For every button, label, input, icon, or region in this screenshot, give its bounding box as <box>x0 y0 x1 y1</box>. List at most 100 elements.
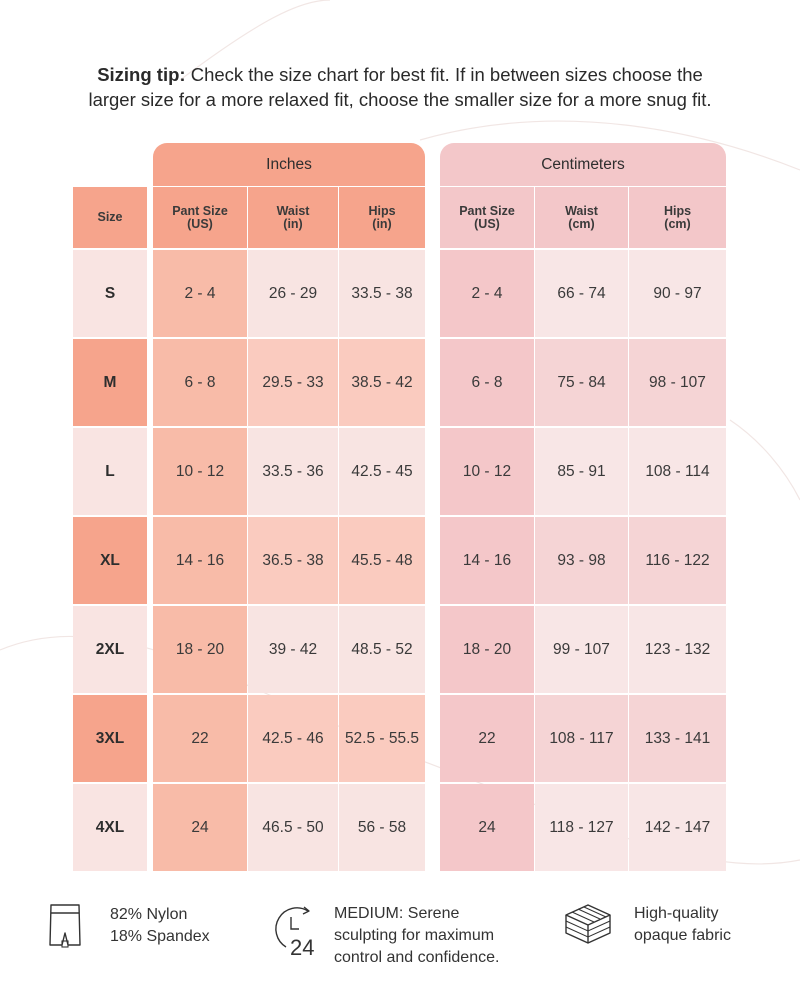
table-cell-value: 85 - 91 <box>557 462 606 480</box>
table-cell-hips-cm: 123 - 132 <box>629 606 726 693</box>
column-header-line2: (in) <box>372 216 392 231</box>
table-cell-value: 14 - 16 <box>175 551 225 569</box>
feature-material-text: 82% Nylon 18% Spandex <box>110 904 210 948</box>
size-cell: 2XL <box>73 606 147 693</box>
table-cell-value: 10 - 12 <box>462 462 512 480</box>
feature-compression-text: MEDIUM: Serene sculpting for maximum con… <box>334 903 499 969</box>
fabric-layers-icon <box>565 904 611 944</box>
table-cell-waist-cm: 66 - 74 <box>535 250 628 337</box>
table-cell-hips-cm: 108 - 114 <box>629 428 726 515</box>
inch-column-header-text: Waist (in) <box>277 204 310 231</box>
table-cell-waist-cm: 108 - 117 <box>535 695 628 782</box>
table-cell-value: 98 - 107 <box>649 373 706 391</box>
table-cell-value: 18 - 20 <box>175 640 225 658</box>
table-cell-value: 22 <box>478 729 496 747</box>
table-cell-waist-in: 26 - 29 <box>248 250 338 337</box>
size-cell: L <box>73 428 147 515</box>
feature-compression: 24 MEDIUM: Serene sculpting for maximum … <box>268 903 499 969</box>
table-cell-value: 26 - 29 <box>268 284 318 302</box>
table-cell-pant-cm: 10 - 12 <box>440 428 534 515</box>
feature-fabric-line1: High-quality <box>634 905 719 922</box>
table-cell-pant-in: 10 - 12 <box>153 428 247 515</box>
table-cell-pant-cm: 2 - 4 <box>440 250 534 337</box>
size-cell: S <box>73 250 147 337</box>
sizing-tip: Sizing tip: Check the size chart for bes… <box>20 62 780 112</box>
table-cell-value: 133 - 141 <box>644 729 711 747</box>
column-header-line2: (cm) <box>664 216 691 231</box>
size-cell-label: 3XL <box>95 729 125 747</box>
column-header-line1: Pant Size <box>459 203 515 218</box>
cm-column-header-text: Pant Size (US) <box>459 203 515 231</box>
centimeters-group-label: Centimeters <box>541 155 625 173</box>
table-cell-value: 6 - 8 <box>184 373 216 391</box>
table-cell-waist-cm: 99 - 107 <box>535 606 628 693</box>
table-cell-value: 18 - 20 <box>462 640 512 658</box>
table-cell-waist-cm: 118 - 127 <box>535 784 628 871</box>
table-cell-value: 46.5 - 50 <box>262 818 324 836</box>
table-cell-waist-in: 42.5 - 46 <box>248 695 338 782</box>
table-cell-pant-cm: 14 - 16 <box>440 517 534 604</box>
table-cell-value: 29.5 - 33 <box>262 373 324 391</box>
table-cell-value: 24 <box>478 818 496 836</box>
table-cell-value: 45.5 - 48 <box>351 551 413 569</box>
table-cell-pant-in: 22 <box>153 695 247 782</box>
shorts-icon <box>49 904 81 948</box>
table-cell-hips-cm: 142 - 147 <box>629 784 726 871</box>
cm-column-header: Waist (cm) <box>535 187 628 248</box>
table-cell-waist-in: 33.5 - 36 <box>248 428 338 515</box>
table-cell-hips-in: 48.5 - 52 <box>339 606 425 693</box>
table-cell-pant-cm: 6 - 8 <box>440 339 534 426</box>
table-cell-hips-cm: 133 - 141 <box>629 695 726 782</box>
table-cell-value: 22 <box>191 729 209 747</box>
table-cell-hips-in: 56 - 58 <box>339 784 425 871</box>
feature-compression-line2: sculpting for maximum <box>334 927 495 944</box>
inch-column-header: Hips (in) <box>339 187 425 248</box>
cm-column-header-text: Waist (cm) <box>565 204 598 231</box>
inch-column-header: Pant Size (US) <box>153 187 247 248</box>
table-cell-hips-cm: 98 - 107 <box>629 339 726 426</box>
table-cell-hips-cm: 116 - 122 <box>629 517 726 604</box>
table-cell-value: 123 - 132 <box>644 640 711 658</box>
table-cell-hips-in: 52.5 - 55.5 <box>339 695 425 782</box>
inches-group-header: Inches <box>153 143 425 186</box>
table-cell-value: 142 - 147 <box>644 818 711 836</box>
table-cell-value: 10 - 12 <box>175 462 225 480</box>
size-column-header-label: Size <box>97 210 123 224</box>
table-cell-value: 42.5 - 46 <box>262 729 324 747</box>
svg-text:24: 24 <box>290 935 314 957</box>
feature-compression-line3: control and confidence. <box>334 949 500 966</box>
column-header-line2: (US) <box>187 216 213 231</box>
table-cell-hips-in: 45.5 - 48 <box>339 517 425 604</box>
column-header-line1: Hips <box>663 203 692 218</box>
table-cell-value: 38.5 - 42 <box>351 373 413 391</box>
feature-compression-line1: MEDIUM: Serene <box>334 905 460 922</box>
size-cell: 3XL <box>73 695 147 782</box>
table-cell-pant-cm: 24 <box>440 784 534 871</box>
inches-group-label: Inches <box>266 155 312 173</box>
size-column-header: Size <box>73 187 147 248</box>
table-cell-value: 66 - 74 <box>557 284 606 302</box>
table-cell-value: 116 - 122 <box>645 551 710 569</box>
inch-column-header: Waist (in) <box>248 187 338 248</box>
size-cell-label: 2XL <box>95 640 125 658</box>
size-cell-label: S <box>104 284 116 302</box>
table-cell-value: 118 - 127 <box>549 818 614 836</box>
table-cell-pant-in: 6 - 8 <box>153 339 247 426</box>
table-cell-waist-in: 36.5 - 38 <box>248 517 338 604</box>
table-cell-waist-in: 39 - 42 <box>248 606 338 693</box>
size-cell-label: XL <box>100 551 120 569</box>
size-cell: 4XL <box>73 784 147 871</box>
cm-column-header: Pant Size (US) <box>440 187 534 248</box>
table-cell-pant-in: 14 - 16 <box>153 517 247 604</box>
table-cell-value: 33.5 - 38 <box>351 284 413 302</box>
feature-material: 82% Nylon 18% Spandex <box>48 903 210 951</box>
sizing-tip-line2: larger size for a more relaxed fit, choo… <box>88 89 712 110</box>
table-cell-waist-in: 46.5 - 50 <box>248 784 338 871</box>
table-cell-value: 75 - 84 <box>557 373 606 391</box>
table-cell-value: 99 - 107 <box>553 640 610 658</box>
table-cell-pant-in: 24 <box>153 784 247 871</box>
table-cell-pant-in: 18 - 20 <box>153 606 247 693</box>
size-cell: XL <box>73 517 147 604</box>
cm-column-header-text: Hips (cm) <box>663 203 692 231</box>
sizing-tip-line1: Check the size chart for best fit. If in… <box>185 64 703 85</box>
